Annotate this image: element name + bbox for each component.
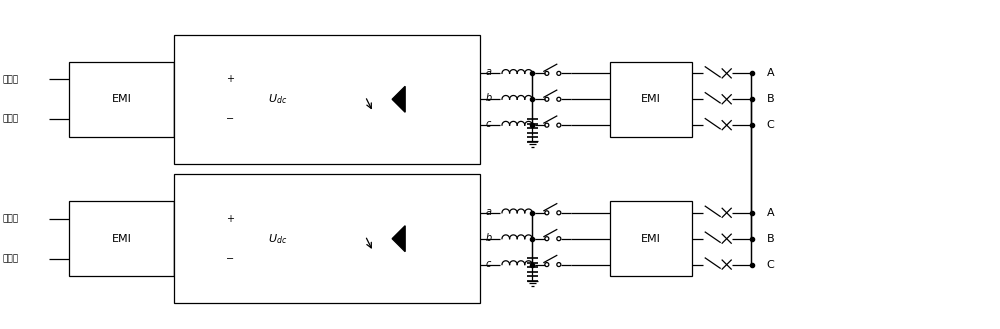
Bar (174, 62, 224, 137)
Text: A: A (767, 208, 774, 218)
Bar (69, 62, 174, 137)
Text: 直流负: 直流负 (3, 115, 19, 124)
Text: EMI: EMI (112, 234, 131, 244)
Text: 直流正: 直流正 (3, 214, 19, 223)
Text: $U_{dc}$: $U_{dc}$ (268, 232, 288, 245)
Text: C: C (767, 260, 774, 269)
Text: A: A (767, 68, 774, 78)
Text: $U_{dc}$: $U_{dc}$ (268, 92, 288, 106)
Text: B: B (767, 94, 774, 104)
Bar (174, 35, 480, 164)
Polygon shape (392, 86, 405, 112)
Text: −: − (226, 254, 234, 264)
Text: 直流正: 直流正 (3, 75, 19, 84)
Text: B: B (767, 234, 774, 244)
Text: +: + (226, 214, 234, 224)
Text: c: c (486, 119, 491, 129)
Text: 直流负: 直流负 (3, 254, 19, 263)
Text: +: + (226, 74, 234, 84)
Text: b: b (486, 233, 492, 243)
Text: a: a (486, 207, 492, 217)
Polygon shape (392, 226, 405, 252)
Text: b: b (486, 93, 492, 103)
Text: EMI: EMI (641, 94, 661, 104)
Bar (174, 201, 224, 276)
Text: −: − (226, 114, 234, 124)
Bar (610, 201, 692, 276)
Text: a: a (486, 67, 492, 77)
Bar (610, 62, 692, 137)
Text: EMI: EMI (641, 234, 661, 244)
Text: EMI: EMI (112, 94, 131, 104)
Text: c: c (486, 259, 491, 268)
Text: C: C (767, 120, 774, 130)
Bar (69, 201, 174, 276)
Bar (174, 174, 480, 303)
